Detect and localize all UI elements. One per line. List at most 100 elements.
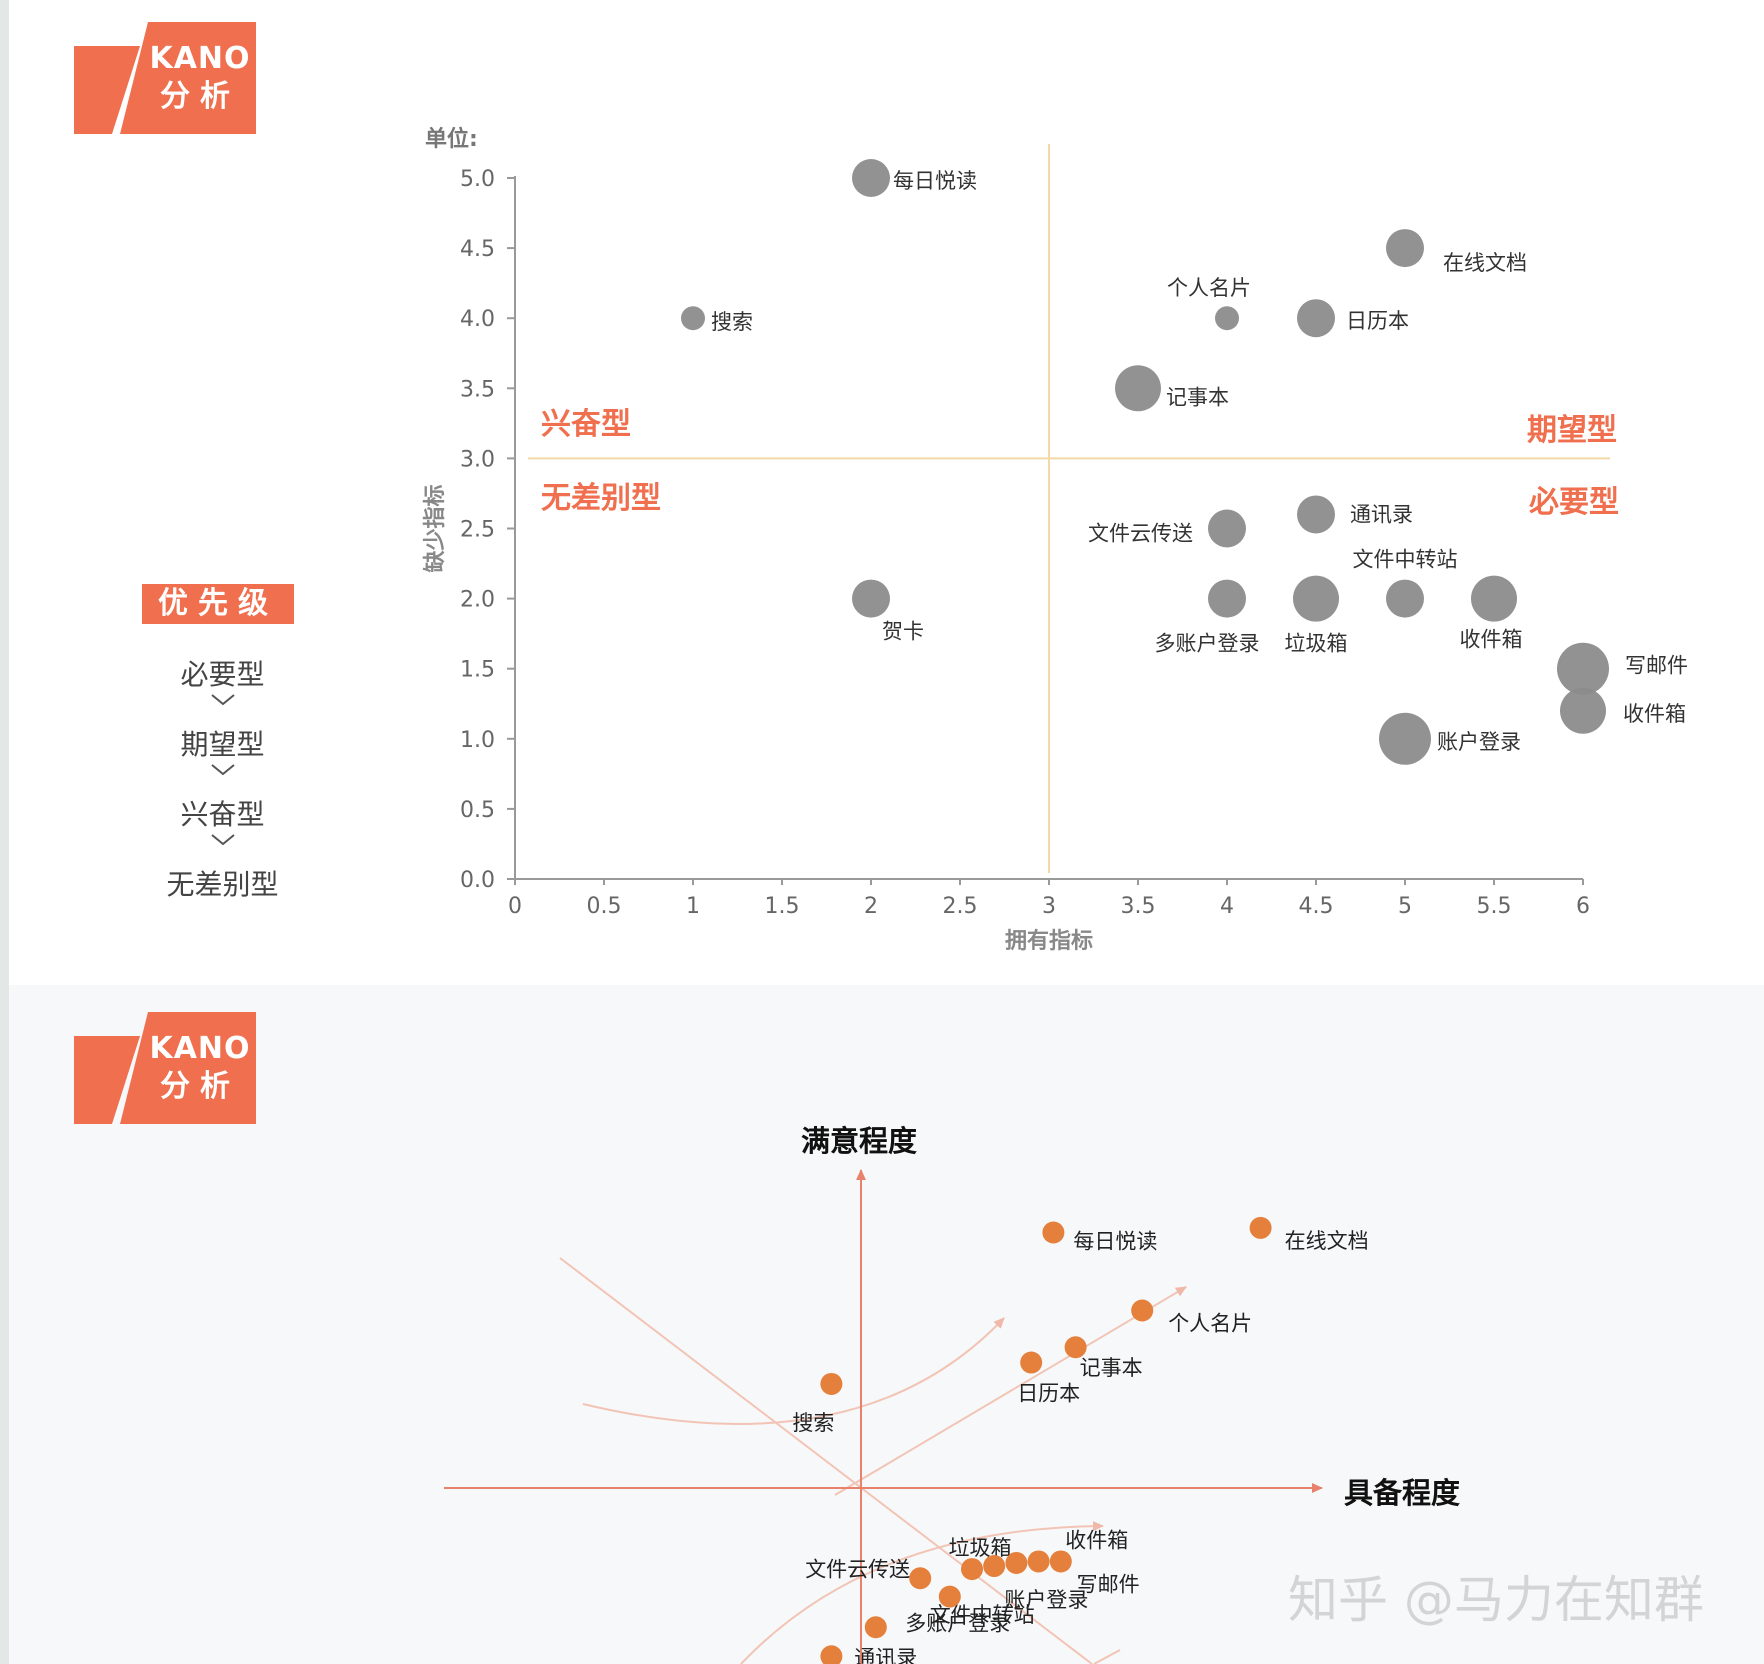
bubble-point (1115, 365, 1161, 412)
y-tick-label: 1.5 (460, 658, 495, 683)
y-tick-label: 4.0 (460, 307, 495, 332)
x-tick-label: 2 (864, 894, 878, 919)
y-tick-label: 1.0 (460, 728, 495, 753)
indifferent-line (559, 1257, 1093, 1664)
point-label: 在线文档 (1443, 251, 1527, 275)
point-label: 文件云传送 (805, 1557, 910, 1581)
bubble-point (852, 579, 890, 618)
x-tick-label: 5.5 (1477, 894, 1512, 919)
curve-point (820, 1372, 843, 1395)
point-label: 垃圾箱 (1285, 632, 1348, 656)
logo-analysis-text: 分析 (160, 79, 240, 114)
x-axis-title: 具备程度 (1344, 1476, 1460, 1510)
logo-shape-icon (74, 1012, 256, 1124)
x-tick-label: 0 (508, 894, 522, 919)
y-tick-label: 3.0 (460, 447, 495, 472)
y-axis-title: 满意程度 (801, 1124, 917, 1158)
y-tick-label: 5.0 (460, 167, 495, 192)
logo-kano-text: KANO (149, 1031, 251, 1066)
curve-point (1049, 1550, 1072, 1573)
priority-title: 优先级 (142, 584, 294, 624)
curve-point (1064, 1336, 1087, 1359)
curve-point (1005, 1551, 1028, 1574)
bubble-point (1379, 712, 1431, 765)
bubble-point (1471, 575, 1517, 622)
point-label: 通讯录 (1350, 502, 1413, 526)
point-label: 个人名片 (1168, 1312, 1252, 1336)
x-tick-label: 2.5 (943, 894, 978, 919)
curve-point (909, 1567, 932, 1590)
logo-shape-icon (74, 22, 256, 134)
unit-label: 单位: (425, 126, 478, 152)
bubble-point (1297, 495, 1335, 534)
point-label: 搜索 (711, 310, 753, 334)
x-tick-label: 1 (686, 894, 700, 919)
y-tick-label: 2.5 (460, 518, 495, 543)
y-tick-label: 4.5 (460, 237, 495, 262)
curve-point (820, 1645, 843, 1664)
x-tick-label: 3.5 (1121, 894, 1156, 919)
point-label: 记事本 (1080, 1356, 1143, 1380)
point-label: 收件箱 (1623, 702, 1686, 726)
curve-point (1042, 1221, 1065, 1244)
priority-item-expected: 期望型 (180, 728, 265, 761)
point-label: 写邮件 (1077, 1572, 1140, 1596)
y-tick-label: 3.5 (460, 377, 495, 402)
point-label: 多账户登录 (905, 1612, 1010, 1636)
x-axis-title: 拥有指标 (1005, 928, 1093, 954)
y-tick-label: 2.0 (460, 588, 495, 613)
curve-point (983, 1555, 1006, 1578)
chevron-down-icon (150, 762, 295, 798)
chevron-down-icon (150, 692, 295, 728)
x-tick-label: 4 (1220, 894, 1234, 919)
bubble-point (681, 306, 705, 331)
quadrant-label-attractive: 兴奋型 (541, 407, 631, 442)
bubble-point (1557, 642, 1609, 695)
point-label: 搜索 (792, 1411, 834, 1435)
quadrant-label-expected: 期望型 (1527, 413, 1617, 448)
quadrant-label-required: 必要型 (1529, 485, 1619, 520)
logo-kano-text: KANO (149, 41, 251, 76)
bubble-point (1293, 575, 1339, 622)
bubble-point (1560, 687, 1606, 734)
watermark: 知乎 @马力在知群 (1288, 1571, 1704, 1629)
point-label: 垃圾箱 (949, 1536, 1012, 1560)
curve-tail (1093, 1649, 1121, 1664)
bubble-point (1208, 579, 1246, 618)
bubble-point (1297, 299, 1335, 338)
must-be-curve (740, 1521, 1104, 1664)
point-label: 写邮件 (1625, 654, 1688, 678)
left-edge-bar (0, 0, 9, 1664)
kano-logo-top: KANO 分析 (74, 22, 256, 134)
priority-list: 必要型 期望型 兴奋型 无差别型 (150, 658, 295, 902)
point-label: 贺卡 (882, 620, 924, 644)
chevron-down-icon (150, 832, 295, 868)
point-label: 每日悦读 (1073, 1229, 1157, 1253)
bubble-point (1215, 306, 1239, 331)
priority-item-required: 必要型 (180, 658, 265, 691)
curve-point (1131, 1299, 1154, 1322)
bubble-point (1208, 509, 1246, 548)
x-tick-label: 6 (1576, 894, 1590, 919)
point-label: 通讯录 (854, 1646, 917, 1664)
x-tick-label: 3 (1042, 894, 1056, 919)
bubble-point (1386, 229, 1424, 268)
point-label: 收件箱 (1065, 1528, 1128, 1552)
point-label: 在线文档 (1285, 1229, 1369, 1253)
point-label: 多账户登录 (1155, 632, 1260, 656)
x-tick-label: 4.5 (1299, 894, 1334, 919)
curve-point (961, 1558, 983, 1581)
point-label: 文件云传送 (1088, 522, 1193, 546)
point-label: 账户登录 (1004, 1588, 1088, 1612)
curve-point (1020, 1351, 1043, 1374)
performance-line (834, 1286, 1187, 1496)
bubble-point (1386, 579, 1424, 618)
top-panel-background (9, 0, 1764, 985)
y-axis-title: 缺少指标 (422, 484, 448, 572)
bubble-point (852, 159, 890, 197)
point-label: 文件中转站 (1353, 548, 1458, 572)
y-tick-label: 0.0 (460, 868, 495, 893)
point-label: 个人名片 (1167, 276, 1251, 300)
point-label: 记事本 (1166, 385, 1229, 409)
